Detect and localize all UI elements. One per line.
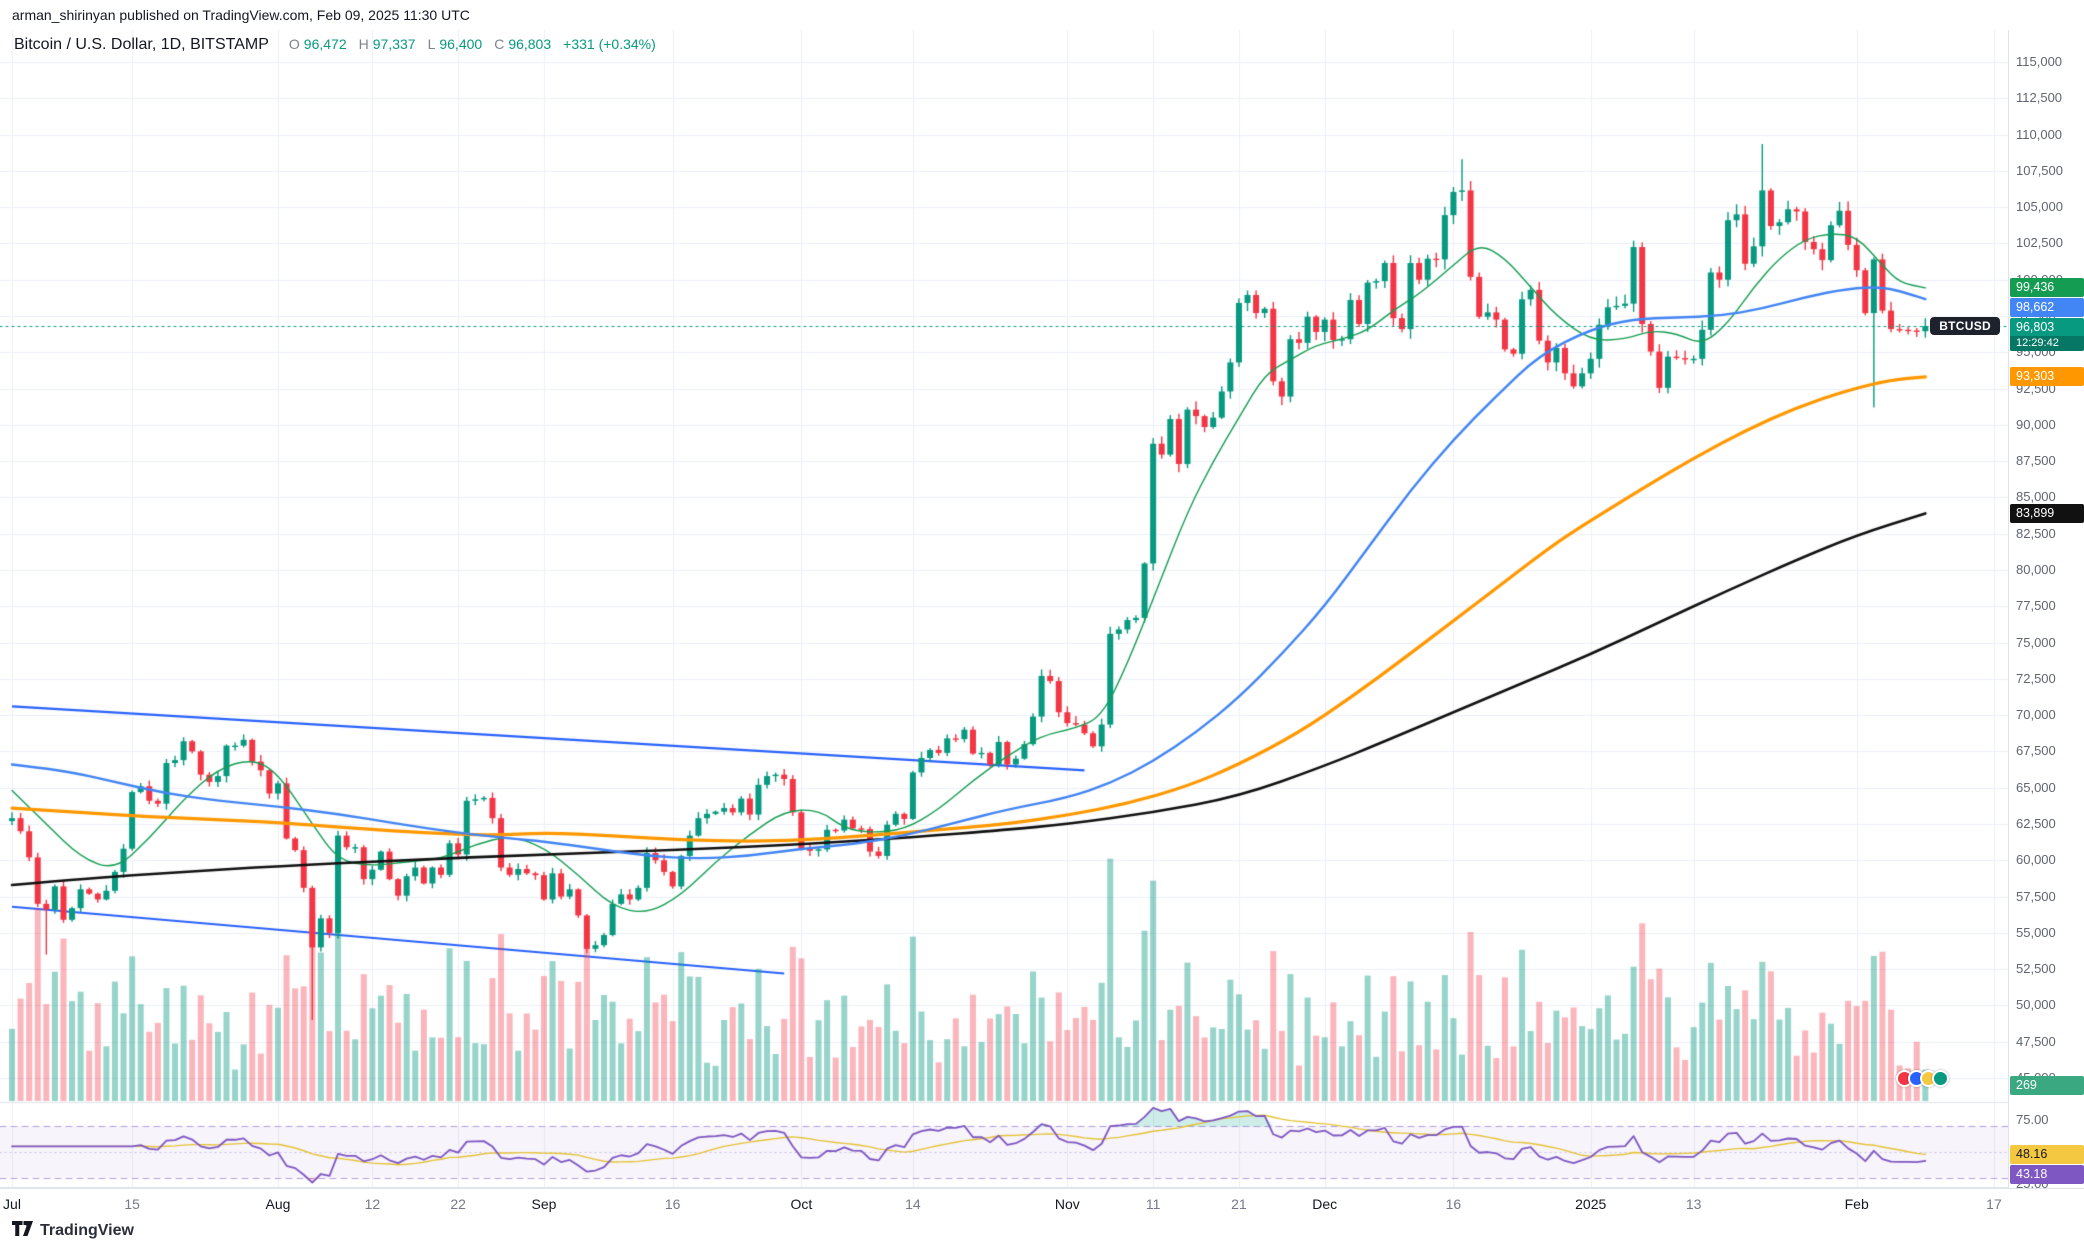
rsi-axis-label: 75.00 xyxy=(2016,1112,2049,1127)
time-axis-major-label: 2025 xyxy=(1575,1196,1607,1212)
time-axis-major-label: Jul xyxy=(3,1196,21,1212)
ohlc-field-value: 96,472 xyxy=(303,36,347,52)
price-axis-label: 67,500 xyxy=(2016,743,2056,759)
reaction-bubble-icon[interactable] xyxy=(1932,1070,1949,1087)
chart-area: Bitcoin / U.S. Dollar, 1D, BITSTAMP O 96,4… xyxy=(0,30,2084,1243)
ohlc-field-label: C xyxy=(494,36,505,52)
tradingview-logo-icon[interactable] xyxy=(12,1220,33,1241)
price-axis-label: 50,000 xyxy=(2016,997,2056,1013)
time-axis-label: 21 xyxy=(1231,1196,1247,1212)
price-axis-label: 115,000 xyxy=(2016,54,2063,69)
time-axis-label: 12 xyxy=(364,1196,381,1212)
price-axis-label: 62,500 xyxy=(2016,816,2056,831)
rsi-tag[interactable]: 43.18 xyxy=(2010,1164,2084,1184)
ma-black-price-tag[interactable]: 83,899 xyxy=(2010,503,2084,523)
time-axis-label: 11 xyxy=(1145,1196,1161,1212)
ohlc-field-value: 96,400 xyxy=(439,36,483,52)
rsi-ma-tag[interactable]: 48.16 xyxy=(2010,1144,2084,1164)
price-axis-label: 87,500 xyxy=(2016,453,2056,469)
time-axis[interactable]: Jul 15 Aug 12 22 Sep 16 Oct 14 Nov 11 21 Dec 16 2025 13… xyxy=(0,1188,2084,1218)
last-price-tag[interactable]: 96,803 12:29:42 xyxy=(2010,318,2084,352)
time-axis-label: 16 xyxy=(664,1196,681,1212)
ohlc-values: O 96,472 H 97,337 L 96,400 C 96,803 xyxy=(281,36,551,52)
time-axis-major-label: Nov xyxy=(1054,1196,1080,1212)
price-axis-label: 60,000 xyxy=(2016,852,2056,868)
time-axis-label: 16 xyxy=(1445,1196,1462,1212)
price-axis-label: 90,000 xyxy=(2016,416,2056,432)
reaction-bubbles[interactable] xyxy=(1896,1070,1949,1087)
price-axis-label: 72,500 xyxy=(2016,670,2056,686)
price-axis-label: 75,000 xyxy=(2016,634,2056,650)
ohlc-field-value: 97,337 xyxy=(372,36,416,52)
ohlc-field-label: L xyxy=(427,36,436,52)
attribution-bar: arman_shirinyan published on TradingView… xyxy=(0,0,2084,30)
price-axis-label: 55,000 xyxy=(2016,924,2056,940)
time-axis-label: 13 xyxy=(1685,1196,1702,1212)
time-axis-major-label: Aug xyxy=(265,1196,291,1212)
time-axis-major-label: Feb xyxy=(1844,1196,1869,1212)
price-axis-label: 80,000 xyxy=(2016,562,2056,577)
time-axis-major-label: Oct xyxy=(790,1196,813,1212)
price-axis-label: 57,500 xyxy=(2016,888,2056,904)
price-axis-label: 77,500 xyxy=(2016,598,2056,614)
ma-blue-price-tag[interactable]: 98,662 xyxy=(2010,298,2084,318)
tradingview-brand[interactable]: TradingView xyxy=(40,1221,134,1239)
price-axis[interactable]: 45,00047,50050,00052,50055,00057,50060,0… xyxy=(2008,30,2084,1191)
price-axis-label: 47,500 xyxy=(2016,1033,2056,1049)
price-axis-label: 82,500 xyxy=(2016,525,2056,541)
ma-green-price-tag[interactable]: 99,436 xyxy=(2010,278,2084,298)
ma-orange-price-tag[interactable]: 93,303 xyxy=(2010,367,2084,387)
time-axis-label: 15 xyxy=(124,1196,140,1212)
time-axis-major-label: Dec xyxy=(1312,1196,1338,1212)
time-axis-label: 17 xyxy=(1986,1196,2002,1212)
price-axis-label: 110,000 xyxy=(2016,126,2063,142)
price-change: +331 (+0.34%) xyxy=(563,36,656,52)
ohlc-field-label: O xyxy=(288,36,300,52)
footer-bar: TradingView xyxy=(0,1218,2084,1243)
price-axis-label: 85,000 xyxy=(2016,489,2056,505)
price-axis-label: 52,500 xyxy=(2016,961,2056,977)
time-axis-major-label: Sep xyxy=(531,1196,557,1212)
price-axis-label: 107,500 xyxy=(2016,162,2063,178)
ohlc-field-value: 96,803 xyxy=(508,36,552,52)
price-axis-label: 105,000 xyxy=(2016,199,2063,215)
symbol-price-label: BTCUSD xyxy=(1930,317,2000,336)
ohlc-field-label: H xyxy=(358,36,369,52)
symbol-title[interactable]: Bitcoin / U.S. Dollar, 1D, BITSTAMP xyxy=(14,36,269,53)
volume-tag[interactable]: 269 xyxy=(2010,1076,2084,1095)
price-chart-canvas[interactable] xyxy=(0,30,2008,1188)
price-axis-label: 112,500 xyxy=(2016,90,2063,106)
price-axis-label: 65,000 xyxy=(2016,779,2056,795)
price-axis-label: 70,000 xyxy=(2016,707,2056,723)
attribution-text: arman_shirinyan published on TradingView… xyxy=(12,7,470,23)
time-axis-label: 14 xyxy=(905,1196,921,1212)
time-axis-label: 22 xyxy=(450,1196,466,1212)
price-axis-label: 102,500 xyxy=(2016,235,2063,251)
symbol-info-bar: Bitcoin / U.S. Dollar, 1D, BITSTAMP O 96,4… xyxy=(14,36,656,54)
